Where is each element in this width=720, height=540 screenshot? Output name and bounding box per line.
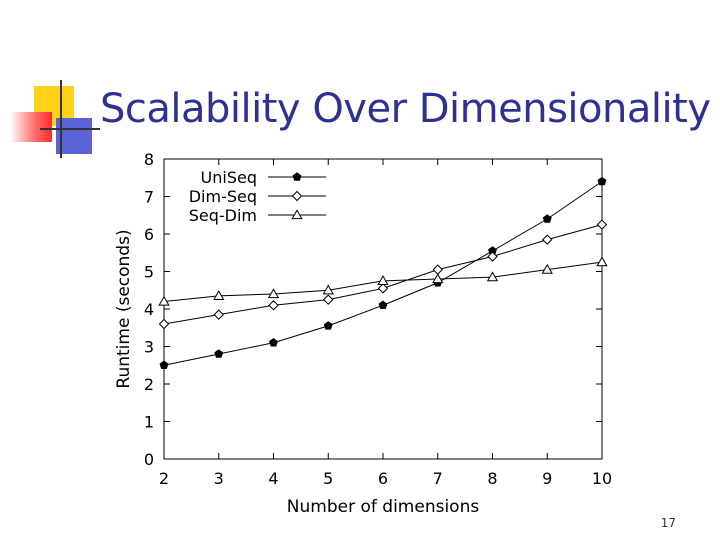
- data-point: [487, 251, 498, 262]
- legend-marker: [291, 209, 303, 220]
- tick-layer: 2 3 4 5 6 7 8 9 10 0 1 2 3 4 5 6 7 8: [144, 150, 612, 488]
- data-point: [432, 273, 444, 284]
- data-point: [377, 283, 389, 294]
- x-tick-label: 8: [487, 469, 497, 488]
- decor-blue-square: [56, 118, 92, 154]
- y-tick-label: 2: [144, 375, 154, 394]
- data-point: [323, 321, 333, 330]
- data-point: [322, 284, 334, 295]
- data-point: [158, 318, 170, 330]
- y-tick-label: 6: [144, 225, 154, 244]
- y-tick-label: 5: [144, 263, 154, 282]
- legend-label: Seq-Dim: [189, 206, 257, 225]
- x-tick-label: 10: [592, 469, 612, 488]
- x-tick-label: 3: [214, 469, 224, 488]
- x-tick-label: 6: [378, 469, 388, 488]
- data-point: [541, 263, 553, 274]
- data-point: [267, 288, 280, 299]
- y-axis-label: Runtime (seconds): [114, 229, 134, 388]
- data-point: [542, 214, 552, 223]
- data-point: [213, 309, 224, 320]
- legend-label: Dim-Seq: [189, 187, 257, 206]
- decor-red-square: [10, 112, 52, 142]
- x-tick-label: 5: [323, 469, 333, 488]
- legend-marker: [292, 172, 302, 181]
- series-seq-dim: [158, 256, 608, 306]
- legend-label: UniSeq: [201, 168, 257, 187]
- legend-marker: [291, 190, 303, 202]
- data-point: [486, 271, 499, 282]
- data-point: [214, 349, 224, 358]
- data-point: [378, 300, 388, 310]
- data-point: [597, 176, 607, 186]
- page-number: 17: [660, 516, 676, 530]
- y-tick-label: 7: [144, 188, 154, 207]
- x-tick-label: 9: [542, 469, 552, 488]
- x-tick-label: 7: [433, 469, 443, 488]
- x-axis-label: Number of dimensions: [287, 497, 480, 517]
- decor-vertical-line: [60, 80, 62, 158]
- series-dim-seq: [158, 219, 608, 330]
- decor-horizontal-line: [40, 128, 100, 130]
- slide-title: Scalability Over Dimensionality: [100, 86, 711, 132]
- data-point: [158, 295, 170, 306]
- x-tick-label: 4: [268, 469, 278, 488]
- data-point: [377, 275, 389, 285]
- data-point: [213, 290, 225, 300]
- y-tick-label: 1: [144, 413, 154, 432]
- data-point: [432, 264, 443, 275]
- y-tick-label: 4: [144, 300, 154, 319]
- data-point: [596, 256, 608, 267]
- series-layer: [158, 176, 608, 370]
- series-line: [163, 224, 603, 325]
- y-tick-label: 0: [144, 450, 154, 469]
- y-tick-label: 3: [144, 338, 154, 357]
- x-tick-label: 2: [159, 469, 169, 488]
- data-point: [323, 294, 334, 305]
- data-point: [542, 234, 553, 245]
- data-point: [268, 300, 279, 311]
- data-point: [596, 219, 608, 230]
- data-point: [159, 360, 169, 370]
- y-tick-label: 8: [144, 150, 154, 169]
- data-point: [269, 338, 278, 347]
